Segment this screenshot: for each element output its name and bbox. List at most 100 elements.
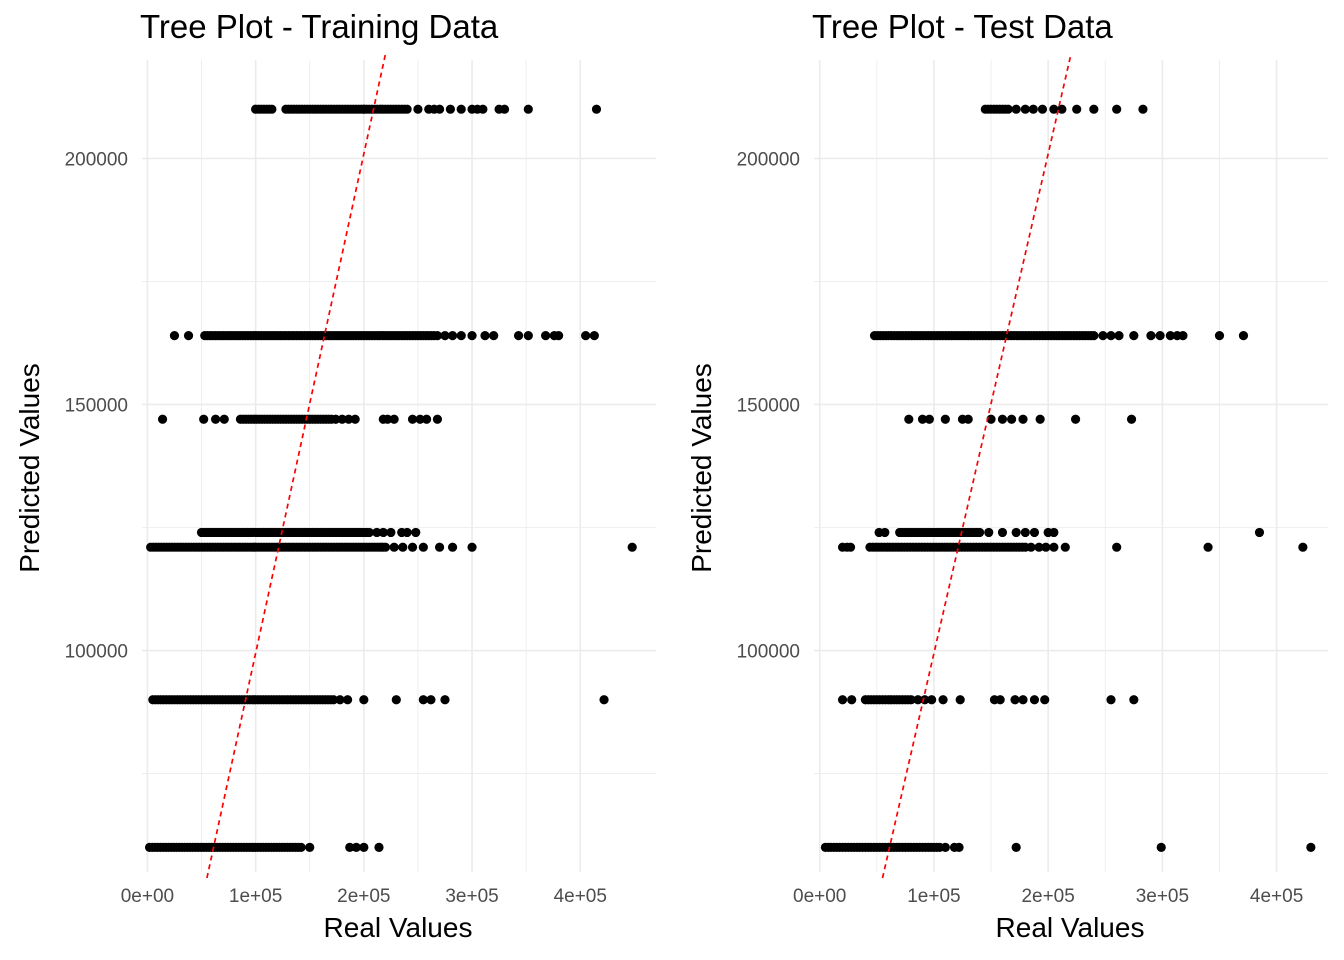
data-point xyxy=(837,695,848,705)
data-point xyxy=(398,542,408,552)
data-point xyxy=(169,330,180,341)
data-point xyxy=(927,695,937,705)
data-point xyxy=(1011,842,1021,852)
data-point xyxy=(984,527,994,538)
data-point xyxy=(997,527,1008,538)
data-point xyxy=(402,527,412,538)
data-point xyxy=(467,330,477,341)
data-point xyxy=(391,695,401,705)
data-point xyxy=(374,842,384,852)
y-tick-label: 150000 xyxy=(65,395,128,416)
data-point xyxy=(523,330,533,341)
data-point xyxy=(456,104,466,114)
y-tick-label: 200000 xyxy=(65,149,128,170)
data-point xyxy=(1146,330,1156,341)
data-point xyxy=(513,330,524,341)
x-tick-label: 4e+05 xyxy=(1250,886,1303,907)
data-point xyxy=(1089,330,1099,341)
data-point xyxy=(344,414,354,424)
data-point xyxy=(337,414,347,424)
data-point xyxy=(434,542,445,552)
data-point xyxy=(995,695,1005,705)
data-point xyxy=(1020,527,1030,538)
x-tick-label: 2e+05 xyxy=(337,886,390,907)
data-point xyxy=(447,542,458,552)
data-point xyxy=(591,104,602,114)
data-point xyxy=(906,695,916,705)
data-point xyxy=(480,330,490,341)
data-point xyxy=(1018,414,1028,424)
data-point xyxy=(1114,330,1124,341)
data-point xyxy=(1037,104,1048,114)
data-point xyxy=(199,414,209,424)
data-point xyxy=(432,330,443,341)
x-tick-label: 3e+05 xyxy=(1136,886,1189,907)
data-point xyxy=(627,542,637,552)
data-point xyxy=(1254,527,1265,538)
data-point xyxy=(1028,104,1038,114)
data-point xyxy=(1070,414,1081,424)
data-point xyxy=(1126,414,1137,424)
data-point xyxy=(331,414,341,424)
reference-line xyxy=(206,53,387,879)
data-point xyxy=(1129,695,1139,705)
data-point xyxy=(581,330,591,341)
data-point xyxy=(1049,104,1059,114)
data-point xyxy=(335,695,345,705)
data-point xyxy=(940,414,950,424)
data-point xyxy=(924,414,934,424)
data-point xyxy=(1041,542,1051,552)
points-group xyxy=(144,104,637,852)
data-point xyxy=(1306,842,1316,852)
data-point xyxy=(845,542,856,552)
data-point xyxy=(1003,104,1013,114)
test-chart-panel: Tree Plot - Test Data Predicted Values R… xyxy=(672,0,1344,960)
y-tick-label: 100000 xyxy=(65,642,128,663)
data-point xyxy=(389,414,399,424)
data-point xyxy=(407,414,418,424)
data-point xyxy=(219,414,229,424)
data-point xyxy=(380,542,391,552)
data-point xyxy=(1072,104,1082,114)
data-point xyxy=(421,414,432,424)
data-point xyxy=(328,695,339,705)
data-point xyxy=(1106,695,1116,705)
data-point xyxy=(963,414,973,424)
data-point xyxy=(1156,842,1166,852)
data-point xyxy=(589,330,599,341)
x-tick-label: 0e+00 xyxy=(793,886,846,907)
data-point xyxy=(1035,414,1045,424)
data-point xyxy=(1214,330,1225,341)
data-point xyxy=(407,542,418,552)
y-tick-label: 200000 xyxy=(737,149,800,170)
data-point xyxy=(1007,414,1017,424)
data-point xyxy=(1238,330,1249,341)
data-point xyxy=(478,104,488,114)
data-point xyxy=(1112,104,1122,114)
data-point xyxy=(440,330,450,341)
data-point xyxy=(1011,104,1021,114)
data-point xyxy=(343,695,353,705)
data-point xyxy=(940,842,950,852)
chart-title: Tree Plot - Training Data xyxy=(140,8,499,45)
data-point xyxy=(986,414,996,424)
x-tick-label: 1e+05 xyxy=(907,886,960,907)
data-point xyxy=(267,104,277,114)
data-point xyxy=(372,527,382,538)
data-point xyxy=(359,695,369,705)
x-tick-label: 3e+05 xyxy=(445,886,498,907)
data-point xyxy=(1155,330,1165,341)
data-point xyxy=(456,330,466,341)
data-point xyxy=(378,527,388,538)
data-point xyxy=(1034,542,1044,552)
data-point xyxy=(955,695,965,705)
data-point xyxy=(305,842,315,852)
y-tick-label: 150000 xyxy=(737,395,800,416)
data-point xyxy=(210,414,221,424)
data-point xyxy=(1029,695,1040,705)
data-point xyxy=(418,695,428,705)
data-point xyxy=(1178,330,1188,341)
data-point xyxy=(554,330,564,341)
x-tick-label: 0e+00 xyxy=(121,886,174,907)
data-point xyxy=(1057,104,1067,114)
